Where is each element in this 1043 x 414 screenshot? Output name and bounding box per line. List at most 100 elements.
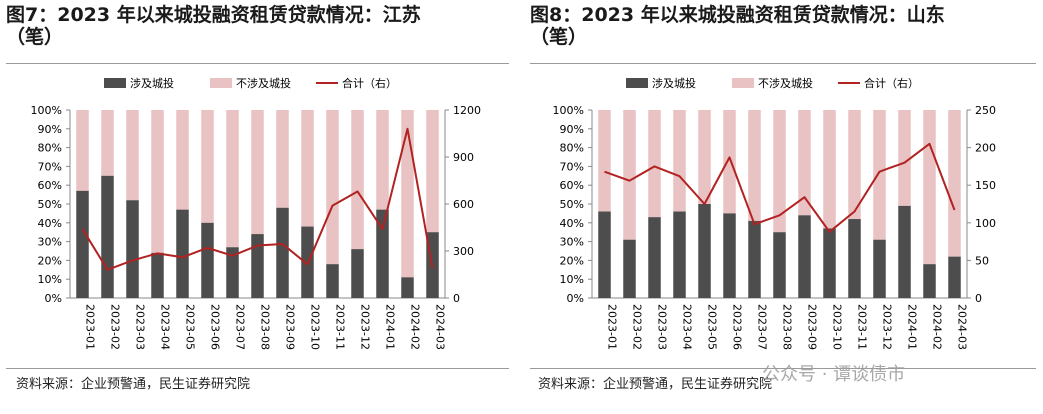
- bar-not-involved: [873, 110, 886, 240]
- legend-swatch-involved: [104, 78, 126, 88]
- x-tick-label: 2023-12: [359, 304, 372, 350]
- y-left-tick-label: 20%: [38, 254, 62, 267]
- x-tick-label: 2024-02: [931, 304, 944, 350]
- bar-not-involved: [648, 110, 661, 218]
- bar-involved: [76, 190, 89, 298]
- x-tick-label: 2023-07: [234, 304, 247, 350]
- chart-2-source: 资料来源：企业预警通，民生证券研究院: [538, 377, 773, 392]
- bar-involved: [401, 277, 414, 298]
- y-left-tick-label: 60%: [560, 179, 584, 192]
- x-tick-label: 2023-03: [656, 304, 669, 350]
- bar-not-involved: [201, 110, 214, 223]
- bar-involved: [648, 217, 661, 298]
- x-tick-label: 2023-05: [184, 304, 197, 350]
- x-tick-label: 2023-09: [806, 304, 819, 350]
- bar-involved: [151, 252, 164, 298]
- y-left-tick-label: 10%: [560, 273, 584, 286]
- bar-involved: [823, 228, 836, 298]
- x-tick-label: 2023-01: [84, 304, 97, 350]
- total-line: [81, 127, 434, 271]
- x-tick-label: 2023-10: [831, 304, 844, 350]
- x-tick-label: 2023-04: [159, 304, 172, 350]
- bar-not-involved: [623, 110, 636, 240]
- bar-involved: [848, 219, 861, 298]
- y-right-tick-label: 50: [975, 254, 989, 267]
- x-tick-label: 2023-02: [109, 304, 122, 350]
- bar-not-involved: [376, 110, 389, 210]
- bar-involved: [351, 249, 364, 298]
- legend-label-involved: 涉及城投: [130, 76, 174, 90]
- bar-involved: [276, 207, 289, 298]
- chart-1-source-rule: [6, 368, 509, 369]
- bar-not-involved: [326, 110, 339, 265]
- total-line: [604, 142, 956, 233]
- x-tick-label: 2024-03: [956, 304, 969, 350]
- bar-involved: [376, 209, 389, 298]
- y-right-tick-label: 600: [453, 198, 474, 211]
- y-left-tick-label: 70%: [38, 160, 62, 173]
- x-tick-label: 2023-08: [259, 304, 272, 350]
- bar-involved: [673, 211, 686, 298]
- x-tick-label: 2023-11: [856, 304, 869, 350]
- chart-2-svg: 涉及城投 不涉及城投 合计（右） 0% 10% 20% 30% 40% 50% 60% 70% 80%…: [553, 76, 996, 350]
- legend-label-involved: 涉及城投: [652, 76, 696, 90]
- y-left-tick-label: 30%: [38, 236, 62, 249]
- y-left-tick-label: 50%: [38, 198, 62, 211]
- bar-not-involved: [598, 110, 611, 212]
- bar-involved: [598, 211, 611, 298]
- x-tick-label: 2023-09: [284, 304, 297, 350]
- bar-not-involved: [948, 110, 961, 257]
- bar-not-involved: [251, 110, 264, 235]
- y-left-tick-label: 50%: [560, 198, 584, 211]
- y-left-tick-label: 40%: [560, 217, 584, 230]
- legend-swatch-involved: [626, 78, 648, 88]
- legend: 涉及城投 不涉及城投 合计（右）: [104, 76, 397, 90]
- bar-not-involved: [823, 110, 836, 229]
- x-tick-label: 2024-03: [434, 304, 447, 350]
- y-right-tick-label: 150: [975, 179, 996, 192]
- x-tick-label: 2023-10: [309, 304, 322, 350]
- bar-not-involved: [126, 110, 139, 201]
- x-tick-label: 2023-02: [631, 304, 644, 350]
- chart-1-svg: 涉及城投 不涉及城投 合计（右） 0% 10% 20% 30% 40% 50% 60% 70% 80%…: [31, 76, 481, 350]
- chart-2-title-rule: [530, 63, 1036, 64]
- bar-involved: [798, 215, 811, 298]
- y-right-tick-label: 0: [975, 292, 982, 305]
- x-tick-label: 2023-06: [731, 304, 744, 350]
- x-tick-label: 2024-02: [409, 304, 422, 350]
- chart-1-title-line2: （笔）: [6, 26, 64, 48]
- y-left-tick-label: 100%: [31, 104, 62, 117]
- bar-not-involved: [773, 110, 786, 233]
- y-right-tick-label: 100: [975, 217, 996, 230]
- chart-1-title: 图7：2023 年以来城投融资租赁贷款情况：江苏 （笔）: [6, 4, 421, 48]
- bar-involved: [201, 222, 214, 298]
- y-left-tick-label: 60%: [38, 179, 62, 192]
- bar-involved: [226, 247, 239, 298]
- bar-not-involved: [723, 110, 736, 214]
- chart-2-title: 图8：2023 年以来城投融资租赁贷款情况：山东 （笔）: [530, 4, 945, 48]
- bar-involved: [176, 209, 189, 298]
- y-right-tick-label: 0: [453, 292, 460, 305]
- x-tick-label: 2024-01: [906, 304, 919, 350]
- bar-involved: [773, 232, 786, 298]
- legend-swatch-not-involved: [732, 78, 754, 88]
- x-tick-label: 2023-04: [681, 304, 694, 350]
- bar-not-involved: [748, 110, 761, 221]
- bar-involved: [723, 213, 736, 298]
- y-right-tick-label: 250: [975, 104, 996, 117]
- bar-involved: [748, 220, 761, 298]
- legend-label-not-involved: 不涉及城投: [758, 76, 813, 90]
- bar-not-involved: [698, 110, 711, 204]
- y-left-tick-label: 40%: [38, 217, 62, 230]
- legend-label-total: 合计（右）: [864, 76, 919, 90]
- y-right-tick-label: 1200: [453, 104, 481, 117]
- bar-involved: [923, 264, 936, 298]
- y-left-tick-label: 80%: [38, 142, 62, 155]
- y-left-tick-label: 90%: [560, 123, 584, 136]
- chart-2-title-line2: （笔）: [530, 26, 588, 48]
- x-tick-label: 2023-05: [706, 304, 719, 350]
- bar-involved: [873, 239, 886, 298]
- bar-involved: [326, 264, 339, 298]
- bar-involved: [101, 175, 114, 298]
- chart-1-title-line1: 图7：2023 年以来城投融资租赁贷款情况：江苏: [6, 4, 421, 26]
